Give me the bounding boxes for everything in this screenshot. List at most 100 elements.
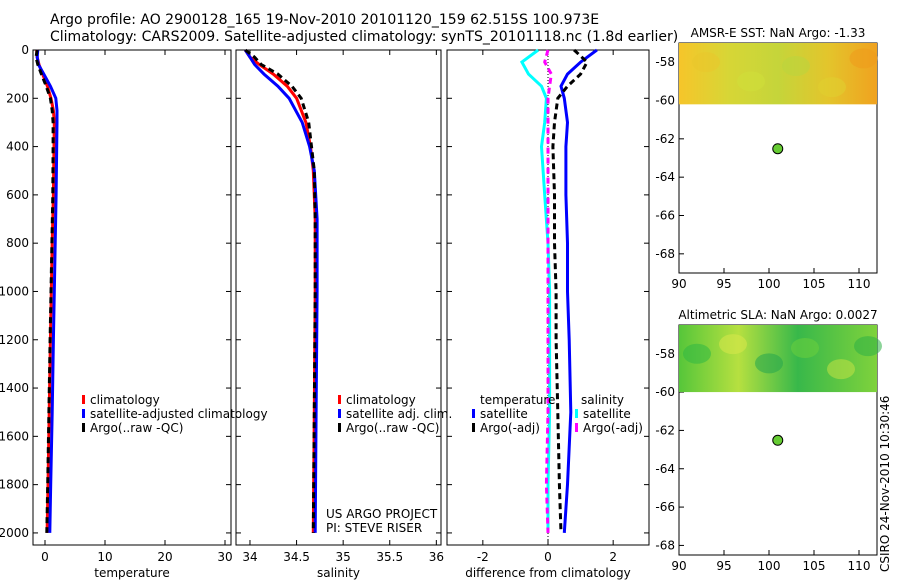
series-satellite-adj-clim- [244, 49, 319, 533]
salinity-legend-label: Argo(..raw -QC) [346, 421, 439, 435]
salinity-legend-swatch [338, 395, 341, 404]
difference-temp-legend-label: satellite [480, 407, 528, 421]
temperature-legend-label: Argo(..raw -QC) [90, 421, 183, 435]
altimetric_sla-title: Altimetric SLA: NaN Argo: 0.0027 [678, 308, 877, 322]
temperature-legend-label: satellite-adjusted climatology [90, 407, 268, 421]
depth-tick-label: 1000 [0, 284, 29, 298]
salinity-xtick-label: 36 [429, 550, 444, 564]
altimetric_sla-texture [755, 353, 783, 374]
difference-legend-title: temperature [480, 393, 555, 407]
temperature-legend-swatch [82, 423, 85, 432]
salinity-legend-swatch [338, 423, 341, 432]
altimetric_sla-texture [854, 336, 882, 357]
amsr_sst-texture [818, 77, 846, 98]
difference-xtick-label: 2 [609, 550, 617, 564]
amsr_sst-ytick-label: -62 [655, 132, 675, 146]
altimetric_sla-xtick-label: 105 [803, 559, 826, 573]
altimetric_sla-ytick-label: -58 [655, 347, 675, 361]
salinity-xtick-label: 35.5 [376, 550, 403, 564]
temperature-xlabel: temperature [94, 566, 169, 580]
amsr_sst-texture [849, 48, 878, 69]
altimetric_sla-ytick-label: -60 [655, 385, 675, 399]
difference-sal-legend-label: satellite [583, 407, 631, 421]
amsr_sst-ytick-label: -58 [655, 55, 675, 69]
temperature-xtick-label: 30 [217, 550, 232, 564]
amsr_sst-texture [692, 52, 720, 73]
series-salinity-argo-adj- [543, 49, 553, 533]
series-argo-raw-qc- [244, 48, 317, 533]
figure-title-line2: Climatology: CARS2009. Satellite-adjuste… [50, 29, 679, 45]
altimetric_sla-xtick-label: 110 [848, 559, 871, 573]
credit-label: CSIRO 24-Nov-2010 10:30:46 [878, 396, 892, 572]
amsr_sst-field [679, 43, 877, 105]
altimetric_sla-texture [719, 334, 747, 355]
salinity-legend-label: climatology [346, 393, 416, 407]
altimetric_sla-ytick-label: -68 [655, 538, 675, 552]
difference-xtick-label: -2 [477, 550, 489, 564]
temperature-legend-swatch [82, 395, 85, 404]
amsr_sst-ytick-label: -68 [655, 247, 675, 261]
temperature-xtick-label: 10 [97, 550, 112, 564]
amsr_sst-xtick-label: 105 [803, 277, 826, 291]
salinity-legend-label: satellite adj. clim. [346, 407, 452, 421]
altimetric_sla-ytick-label: -64 [655, 462, 675, 476]
difference-xlabel: difference from climatology [465, 566, 631, 580]
amsr_sst-xtick-label: 90 [671, 277, 686, 291]
difference-temp-legend-swatch [472, 409, 475, 418]
amsr_sst-ytick-label: -60 [655, 94, 675, 108]
salinity-frame [235, 49, 442, 546]
difference-sal-legend-swatch [575, 409, 578, 418]
difference-sal-legend-swatch [575, 423, 578, 432]
figure-title-line1: Argo profile: AO 2900128_165 19-Nov-2010… [50, 12, 600, 28]
difference-sal-legend-label: Argo(-adj) [583, 421, 643, 435]
depth-tick-label: 2000 [0, 526, 29, 540]
amsr_sst-texture [737, 71, 765, 92]
project-label: US ARGO PROJECT [326, 507, 438, 521]
depth-tick-label: 600 [6, 188, 29, 202]
difference-xtick-label: 0 [544, 550, 552, 564]
amsr_sst-argo-marker [772, 143, 784, 155]
amsr_sst-texture [782, 56, 810, 76]
depth-tick-label: 0 [21, 43, 29, 57]
depth-tick-label: 400 [6, 140, 29, 154]
amsr_sst-xtick-label: 95 [716, 277, 731, 291]
altimetric_sla-xtick-label: 95 [716, 559, 731, 573]
altimetric_sla-texture [827, 359, 855, 380]
amsr_sst-ytick-label: -64 [655, 170, 675, 184]
depth-tick-label: 1200 [0, 333, 29, 347]
series-temperature-satellite [559, 48, 598, 533]
depth-tick-label: 1400 [0, 381, 29, 395]
temperature-xtick-label: 20 [157, 550, 172, 564]
altimetric_sla-ytick-label: -62 [655, 423, 675, 437]
temperature-legend-swatch [82, 409, 85, 418]
difference-temp-legend-label: Argo(-adj) [480, 421, 540, 435]
altimetric_sla-xtick-label: 90 [671, 559, 686, 573]
depth-tick-label: 1600 [0, 429, 29, 443]
salinity-xtick-label: 35 [336, 550, 351, 564]
altimetric_sla-texture [791, 338, 819, 358]
difference-legend-title: salinity [581, 393, 624, 407]
amsr_sst-ytick-label: -66 [655, 209, 675, 223]
difference-temp-legend-swatch [472, 423, 475, 432]
amsr_sst-xtick-label: 110 [848, 277, 871, 291]
salinity-xtick-label: 34.5 [283, 550, 310, 564]
altimetric_sla-xtick-label: 100 [758, 559, 781, 573]
altimetric_sla-ytick-label: -66 [655, 500, 675, 514]
series-salinity-satellite [519, 48, 552, 533]
depth-tick-label: 1800 [0, 478, 29, 492]
altimetric_sla-argo-marker [772, 434, 784, 446]
salinity-xtick-label: 34 [242, 550, 257, 564]
amsr_sst-xtick-label: 100 [758, 277, 781, 291]
salinity-xlabel: salinity [317, 566, 360, 580]
depth-tick-label: 200 [6, 91, 29, 105]
salinity-legend-swatch [338, 409, 341, 418]
temperature-xtick-label: 0 [41, 550, 49, 564]
temperature-legend-label: climatology [90, 393, 160, 407]
series-temperature-argo-adj- [551, 48, 589, 533]
series-climatology [244, 49, 317, 533]
altimetric_sla-texture [683, 343, 711, 364]
temperature-frame [32, 49, 232, 546]
pi-label: PI: STEVE RISER [326, 521, 422, 535]
depth-tick-label: 800 [6, 236, 29, 250]
